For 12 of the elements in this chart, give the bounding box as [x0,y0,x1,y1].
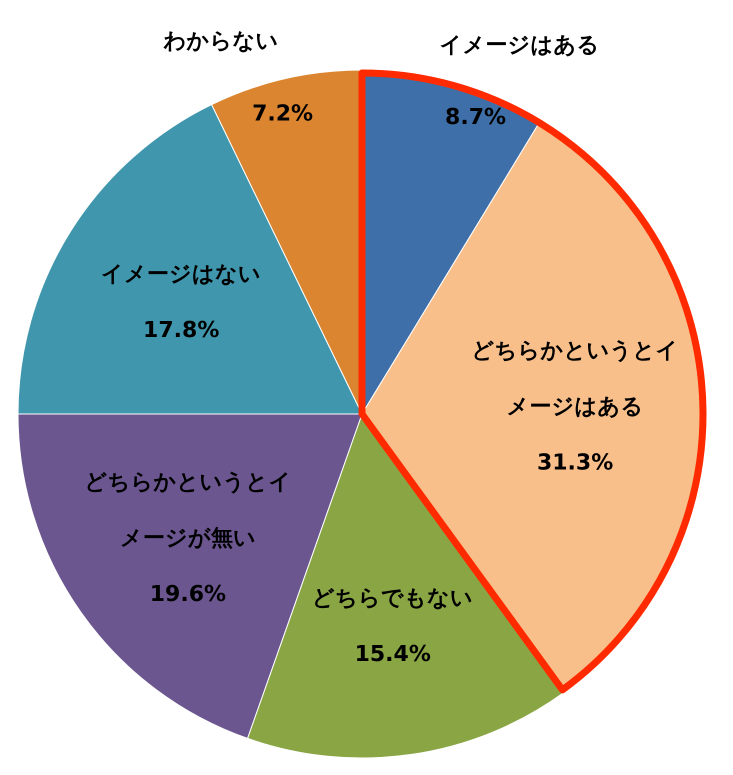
category-label: どちらかというとイメージが無い [84,470,292,552]
data-label: 15.4% [354,642,431,668]
data-label: 8.7% [445,104,506,130]
category-label: どちらかというとイメージはある [472,338,679,420]
slice-label: イメージはない [101,262,262,287]
slice-label: どちらでもない [312,586,474,612]
data-label: 19.6% [150,582,226,608]
data-label: 7.2% [252,101,314,126]
slice-label: イメージはある [440,33,600,58]
data-label: 17.8% [143,318,220,343]
slice-label: わからない [162,29,278,54]
data-label: 31.3% [536,450,614,476]
